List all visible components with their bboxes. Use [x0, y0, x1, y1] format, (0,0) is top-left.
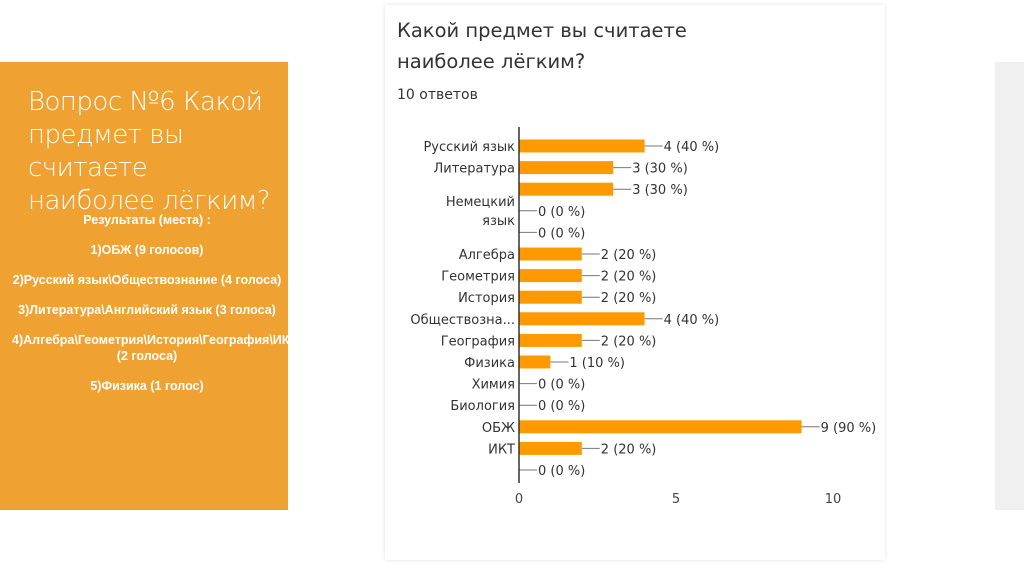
bar: [519, 441, 582, 455]
chart-title: Какой предмет вы считаете наиболее лёгки…: [397, 19, 687, 73]
decorative-bar: [995, 62, 1024, 510]
data-label: 4 (40 %): [664, 140, 720, 155]
category-label: Литература: [434, 162, 516, 177]
result-item: 3)Литература\Английский язык (3 голоса): [18, 303, 276, 317]
data-label: 0 (0 %): [538, 399, 585, 414]
data-label: 4 (40 %): [664, 313, 720, 328]
category-label: Геометрия: [441, 270, 515, 285]
category-label: ОБЖ: [482, 421, 515, 436]
data-label: 3 (30 %): [632, 162, 688, 177]
result-item: 2)Русский язык\Обществознание (4 голоса): [12, 273, 282, 287]
category-label: Физика: [464, 356, 515, 371]
response-count: 10 ответов: [397, 87, 478, 103]
x-tick-label: 0: [515, 492, 523, 507]
x-tick-label: 10: [825, 492, 842, 507]
category-label: язык: [482, 214, 515, 229]
data-label: 0 (0 %): [538, 378, 585, 393]
bar: [519, 333, 582, 347]
category-label: Русский язык: [423, 140, 515, 155]
category-label: Алгебра: [459, 248, 515, 263]
data-label: 0 (0 %): [538, 464, 585, 479]
results-heading: Результаты (места) :: [83, 213, 211, 227]
bar-chart: 4 (40 %) Русский язык 3 (30 %) Литература 3 …: [410, 127, 877, 507]
bar: [519, 355, 551, 369]
category-label: Немецкий: [446, 195, 515, 210]
category-label: География: [441, 334, 515, 349]
category-label: ИКТ: [488, 442, 515, 457]
result-item: 1)ОБЖ (9 голосов): [90, 243, 204, 257]
data-label: 2 (20 %): [601, 334, 657, 349]
bar: [519, 139, 645, 153]
results-list: Результаты (места) : 1)ОБЖ (9 голосов) 2…: [12, 212, 298, 408]
title-panel: Вопрос №6 Какой предмет вы считаете наиб…: [0, 62, 298, 510]
bar: [519, 312, 645, 326]
chart-card: Какой предмет вы считаете наиболее лёгки…: [385, 5, 885, 560]
data-label: 9 (90 %): [821, 421, 877, 436]
result-item: 4)Алгебра\Геометрия\История\География\ИК…: [12, 333, 298, 363]
data-label: 1 (10 %): [569, 356, 625, 371]
data-label: 2 (20 %): [601, 291, 657, 306]
category-label: Обществозна...: [410, 313, 515, 328]
category-label: История: [458, 291, 515, 306]
category-label: Химия: [472, 378, 515, 393]
slide-title: Вопрос №6 Какой предмет вы считаете наиб…: [28, 87, 271, 216]
bar: [519, 182, 614, 196]
data-label: 2 (20 %): [601, 442, 657, 457]
bar: [519, 247, 582, 261]
bar: [519, 290, 582, 304]
bar: [519, 420, 802, 434]
bar: [519, 161, 614, 175]
bar: [519, 269, 582, 283]
data-label: 0 (0 %): [538, 226, 585, 241]
category-label: Биология: [450, 399, 515, 414]
x-tick-label: 5: [672, 492, 680, 507]
result-item: 5)Физика (1 голос): [90, 379, 204, 393]
data-label: 2 (20 %): [601, 248, 657, 263]
data-label: 2 (20 %): [601, 270, 657, 285]
data-label: 3 (30 %): [632, 183, 688, 198]
data-label: 0 (0 %): [538, 205, 585, 220]
